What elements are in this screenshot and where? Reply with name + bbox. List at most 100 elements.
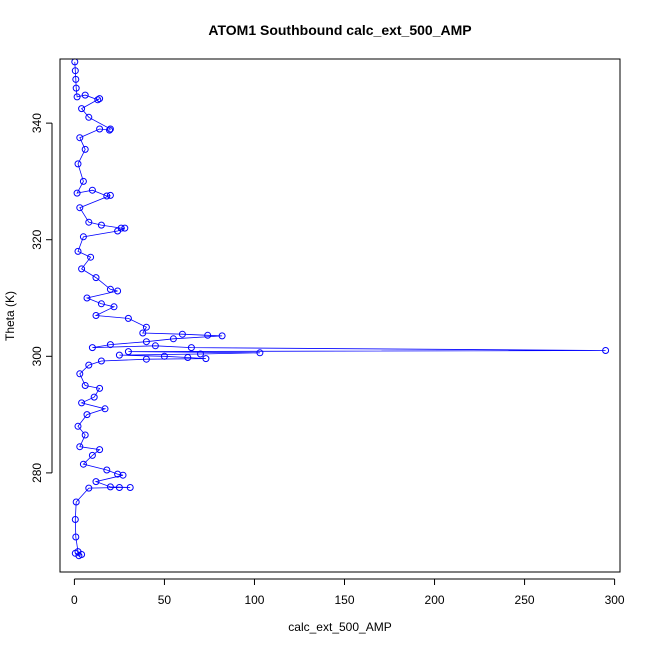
x-tick-label: 300	[605, 593, 625, 607]
data-point	[90, 393, 98, 401]
data-point	[106, 483, 114, 491]
data-point	[83, 294, 91, 302]
y-axis-title: Theta (K)	[3, 291, 17, 341]
data-point	[197, 350, 204, 358]
data-point	[96, 384, 104, 392]
data-point	[78, 105, 86, 113]
data-point	[76, 370, 84, 378]
data-point	[115, 351, 123, 359]
data-point	[88, 344, 96, 352]
data-point	[85, 218, 93, 226]
data-point	[76, 204, 84, 212]
data-point	[256, 349, 264, 357]
data-point	[73, 189, 81, 197]
x-tick-label: 250	[515, 593, 535, 607]
data-point	[103, 192, 111, 200]
data-point	[81, 91, 89, 99]
data-point	[169, 335, 177, 343]
data-point	[71, 516, 79, 523]
data-point	[81, 382, 89, 389]
y-tick-label: 320	[30, 229, 44, 249]
data-point	[76, 134, 84, 142]
data-point	[106, 126, 113, 134]
data-point	[187, 344, 195, 352]
y-tick-label: 300	[30, 346, 44, 366]
data-point	[92, 312, 100, 319]
y-tick-label: 280	[30, 463, 44, 483]
data-point	[119, 471, 127, 479]
x-tick-label: 200	[425, 593, 445, 607]
data-point	[106, 341, 114, 349]
data-point	[88, 186, 96, 194]
data-point	[151, 342, 159, 350]
data-point	[79, 460, 87, 468]
x-tick-label: 50	[158, 593, 172, 607]
data-point	[115, 484, 123, 491]
data-point	[72, 533, 80, 541]
data-point	[92, 478, 100, 486]
x-tick-label: 100	[244, 593, 264, 607]
data-point	[114, 227, 122, 235]
data-point	[71, 549, 79, 557]
data-point	[78, 265, 86, 273]
data-point	[101, 405, 109, 413]
data-point	[121, 224, 129, 232]
data-point	[83, 411, 91, 419]
data-point	[96, 95, 104, 103]
data-point	[103, 466, 111, 474]
data-point	[126, 484, 134, 491]
data-point	[73, 93, 81, 101]
data-point	[204, 331, 212, 339]
data-point	[85, 361, 93, 369]
data-point	[72, 84, 80, 92]
data-point	[202, 355, 210, 363]
data-point	[106, 191, 114, 199]
data-point	[79, 177, 87, 185]
data-point	[114, 287, 122, 295]
data-point	[106, 285, 114, 293]
data-point	[92, 274, 100, 282]
data-point	[97, 357, 105, 365]
data-point	[184, 354, 192, 361]
x-tick-label: 150	[334, 593, 354, 607]
data-point	[97, 221, 105, 229]
data-point	[81, 145, 89, 153]
data-point	[178, 330, 186, 338]
data-point	[81, 431, 89, 439]
data-point	[71, 67, 79, 75]
data-point	[75, 552, 83, 560]
data-point	[142, 355, 150, 363]
data-point	[97, 300, 105, 308]
data-point	[160, 352, 168, 360]
plot-frame	[59, 58, 621, 573]
data-point	[142, 338, 150, 346]
series-line	[74, 61, 606, 557]
data-point	[218, 332, 226, 340]
chart-title: ATOM1 Southbound calc_ext_500_AMP	[208, 22, 471, 38]
y-tick-label: 340	[30, 113, 44, 133]
data-point	[85, 484, 93, 492]
data-point	[142, 323, 150, 331]
data-point	[72, 75, 80, 83]
data-point	[74, 422, 82, 430]
data-point	[74, 160, 82, 168]
y-axis: 280 300 320 340	[30, 113, 53, 483]
data-point	[124, 314, 132, 322]
data-point	[78, 399, 86, 407]
data-point	[124, 348, 132, 356]
data-point	[76, 443, 84, 451]
data-point	[106, 125, 114, 133]
data-point	[74, 247, 82, 255]
data-point	[139, 329, 147, 337]
x-axis-title: calc_ext_500_AMP	[288, 620, 391, 634]
plot-marks	[71, 58, 610, 560]
data-point	[72, 498, 80, 506]
data-point	[87, 253, 95, 261]
x-axis: 0 50 100 150 200 250 300	[71, 578, 625, 607]
data-point	[602, 347, 610, 354]
data-point	[110, 303, 118, 311]
data-point	[96, 446, 104, 454]
data-point	[96, 125, 104, 133]
